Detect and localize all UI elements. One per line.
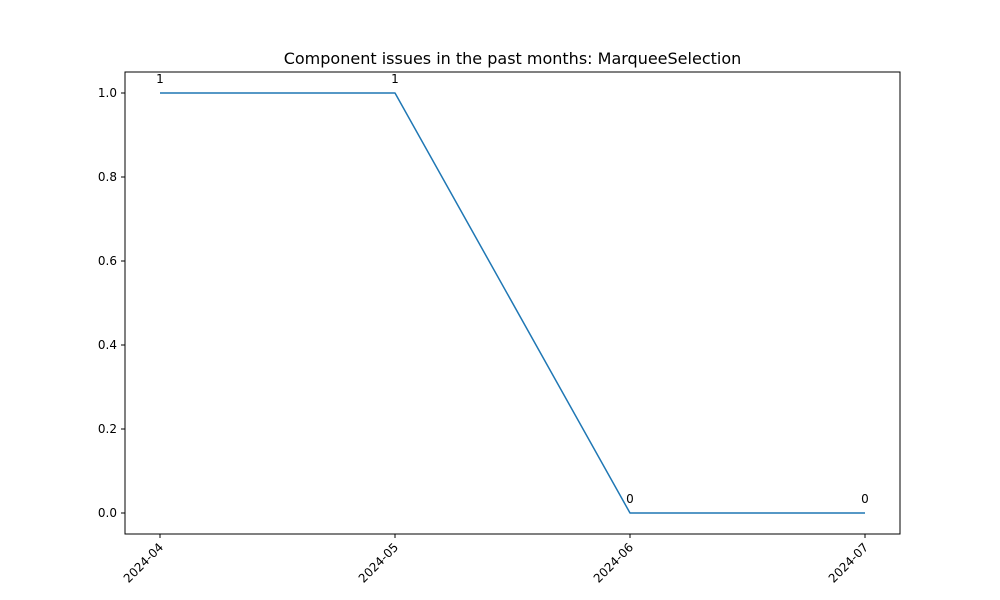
data-label: 1 xyxy=(156,72,164,86)
data-label: 1 xyxy=(391,72,399,86)
x-tick-label: 2024-06 xyxy=(591,540,636,585)
chart-title: Component issues in the past months: Mar… xyxy=(284,49,742,68)
y-tick-label: 0.0 xyxy=(98,506,117,520)
x-tick-label: 2024-07 xyxy=(826,540,871,585)
y-tick-label: 0.2 xyxy=(98,422,117,436)
plot-area-frame xyxy=(124,71,901,535)
x-tick-label: 2024-04 xyxy=(121,540,166,585)
data-labels: 1 1 0 0 xyxy=(156,72,869,506)
y-tick-label: 1.0 xyxy=(98,86,117,100)
x-tick-label: 2024-05 xyxy=(356,540,401,585)
y-tick-label: 0.8 xyxy=(98,170,117,184)
series-group xyxy=(159,92,866,514)
x-axis: 2024-04 2024-05 2024-06 2024-07 xyxy=(121,534,871,586)
data-label: 0 xyxy=(861,492,869,506)
y-tick-label: 0.6 xyxy=(98,254,117,268)
series-line xyxy=(160,92,865,514)
data-label: 0 xyxy=(626,492,634,506)
y-axis: 0.0 0.2 0.4 0.6 0.8 1.0 xyxy=(98,86,125,520)
y-tick-label: 0.4 xyxy=(98,338,117,352)
